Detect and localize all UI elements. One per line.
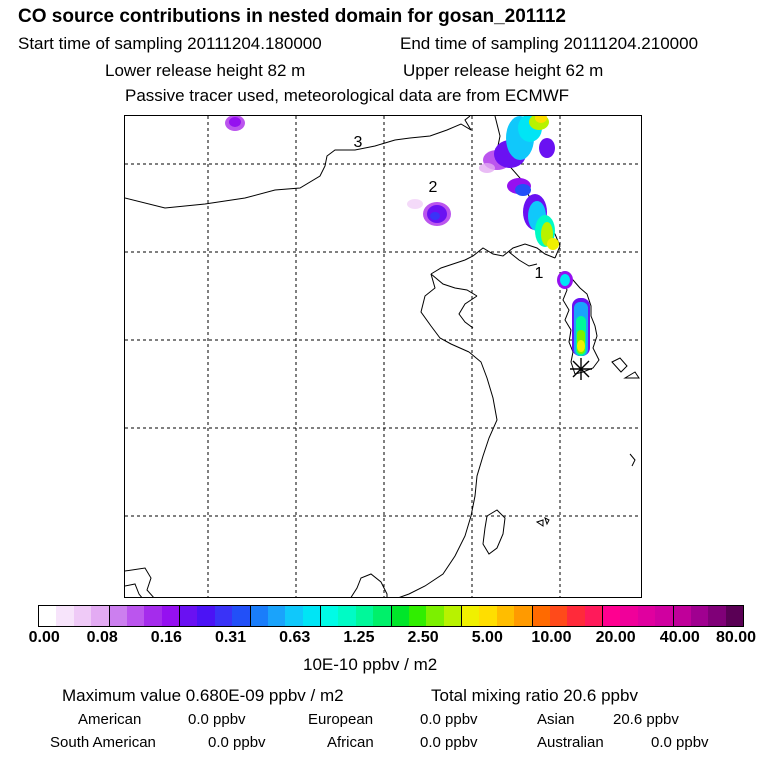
colorbar-swatch — [584, 606, 603, 626]
colorbar-swatch — [250, 606, 268, 626]
european-label: European — [308, 711, 374, 728]
colorbar-swatch — [285, 606, 303, 626]
colorbar-swatch — [391, 606, 409, 626]
colorbar-tick-label: 0.08 — [86, 629, 118, 646]
colorbar-tick-label: 0.16 — [150, 629, 182, 646]
colorbar-swatch — [214, 606, 233, 626]
colorbar-swatch — [73, 606, 92, 626]
colorbar-swatch — [91, 606, 110, 626]
australian-value: 0.0 ppbv — [651, 734, 709, 751]
colorbar-swatch — [603, 606, 621, 626]
colorbar-swatch — [126, 606, 145, 626]
colorbar-tick-label: 0.63 — [279, 629, 311, 646]
colorbar-tick-label: 20.00 — [595, 629, 636, 646]
american-label: American — [78, 711, 142, 728]
colorbar-swatch — [373, 606, 392, 626]
colorbar-swatch — [479, 606, 497, 626]
european-value: 0.0 ppbv — [420, 711, 478, 728]
colorbar-swatch — [655, 606, 674, 626]
colorbar-swatch — [673, 606, 691, 626]
colorbar-tick-label: 10.00 — [531, 629, 572, 646]
american-value: 0.0 ppbv — [188, 711, 246, 728]
colorbar-swatch — [180, 606, 198, 626]
colorbar-swatch — [725, 606, 743, 626]
plot-title: CO source contributions in nested domain… — [18, 6, 566, 27]
colorbar-swatch — [708, 606, 726, 626]
upper-release-height-text: Upper release height 62 m — [403, 61, 604, 80]
region-label-1: 1 — [535, 265, 544, 282]
tracer-plume-2 — [407, 199, 451, 226]
coastlines — [125, 116, 640, 597]
south-american-value: 0.0 ppbv — [208, 734, 266, 751]
tracer-plume-1 — [507, 178, 573, 289]
colorbar-swatch — [109, 606, 127, 626]
colorbar-tick-label: 0.31 — [214, 629, 247, 646]
colorbar-swatch — [338, 606, 356, 626]
colorbar-swatch — [496, 606, 515, 626]
colorbar-swatch — [462, 606, 480, 626]
map-canvas: 3 2 1 — [125, 116, 641, 597]
colorbar-swatch — [514, 606, 533, 626]
african-label: African — [327, 734, 374, 751]
map-panel: 3 2 1 — [124, 115, 642, 598]
colorbar-swatch — [567, 606, 585, 626]
receptor-asterisk-icon — [570, 358, 592, 380]
colorbar-unit: 10E-10 ppbv / m2 — [303, 655, 438, 674]
asian-label: Asian — [537, 711, 575, 728]
tracer-plume-top-left — [225, 116, 245, 131]
colorbar-swatch — [197, 606, 215, 626]
australian-label: Australian — [537, 734, 604, 751]
colorbar-swatch — [443, 606, 462, 626]
colorbar-swatch — [39, 606, 57, 626]
colorbar-swatch — [321, 606, 339, 626]
colorbar-swatch — [232, 606, 251, 626]
lower-release-height-text: Lower release height 82 m — [105, 61, 306, 80]
colorbar-tick-label: 40.00 — [659, 629, 700, 646]
colorbar-swatch — [690, 606, 709, 626]
end-time-text: End time of sampling 20111204.210000 — [400, 34, 699, 53]
colorbar-swatch — [408, 606, 427, 626]
colorbar-tick-label: 1.25 — [343, 629, 375, 646]
colorbar-swatch — [426, 606, 444, 626]
colorbar-tick-label: 0.00 — [28, 629, 60, 646]
colorbar-swatch — [144, 606, 162, 626]
colorbar-swatch — [56, 606, 74, 626]
region-label-3: 3 — [354, 134, 363, 151]
colorbar-tick-label: 80.00 — [715, 629, 757, 646]
colorbar-swatch — [637, 606, 656, 626]
colorbar-swatch — [355, 606, 374, 626]
start-time-text: Start time of sampling 20111204.180000 — [18, 34, 322, 53]
south-american-label: South American — [50, 734, 156, 751]
tracer-info-text: Passive tracer used, meteorological data… — [125, 86, 570, 105]
asian-value: 20.6 ppbv — [613, 711, 679, 728]
colorbar-swatch — [302, 606, 321, 626]
total-mixing-ratio-text: Total mixing ratio 20.6 ppbv — [431, 686, 638, 705]
maximum-value-text: Maximum value 0.680E-09 ppbv / m2 — [62, 686, 344, 705]
colorbar-swatch — [267, 606, 286, 626]
lat-lon-grid — [125, 116, 641, 597]
tracer-plume-north — [479, 116, 555, 173]
colorbar-swatch — [532, 606, 550, 626]
colorbar-swatch — [549, 606, 568, 626]
colorbar — [38, 605, 744, 627]
african-value: 0.0 ppbv — [420, 734, 478, 751]
tracer-plume-korea — [572, 298, 590, 356]
colorbar-tick-label: 5.00 — [471, 629, 503, 646]
colorbar-tick-label: 2.50 — [407, 629, 439, 646]
colorbar-swatch — [161, 606, 180, 626]
region-label-2: 2 — [429, 179, 438, 196]
colorbar-swatch — [620, 606, 638, 626]
